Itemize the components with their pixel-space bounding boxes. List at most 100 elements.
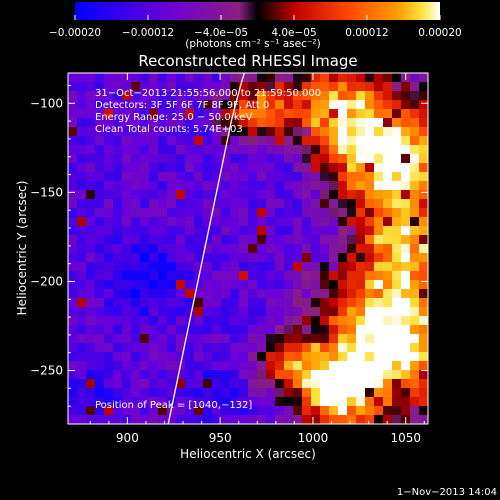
heatmap-cell <box>347 316 357 326</box>
heatmap-cell <box>275 289 285 299</box>
heatmap-cell <box>257 208 267 218</box>
heatmap-cell <box>338 343 348 353</box>
heatmap-cell <box>230 145 240 155</box>
heatmap-cell <box>365 253 375 263</box>
heatmap-cell <box>401 145 411 155</box>
heatmap-cell <box>149 388 159 398</box>
heatmap-cell <box>284 334 294 344</box>
heatmap-cell <box>122 199 132 209</box>
heatmap-cell <box>329 298 339 308</box>
heatmap-cell <box>284 181 294 191</box>
heatmap-cell <box>275 280 285 290</box>
heatmap-cell <box>374 208 384 218</box>
heatmap-cell <box>185 415 195 424</box>
heatmap-cell <box>230 298 240 308</box>
heatmap-cell <box>77 388 87 398</box>
heatmap-cell <box>77 397 87 407</box>
heatmap-cell <box>140 271 150 281</box>
heatmap-cell <box>302 280 312 290</box>
heatmap-cell <box>86 253 96 263</box>
heatmap-cell <box>167 172 177 182</box>
heatmap-cell <box>122 253 132 263</box>
heatmap-cell <box>176 73 186 83</box>
heatmap-cell <box>77 352 87 362</box>
heatmap-cell <box>257 307 267 317</box>
heatmap-cell <box>194 145 204 155</box>
heatmap-cell <box>158 379 168 389</box>
heatmap-cell <box>356 415 366 424</box>
heatmap-cell <box>275 109 285 119</box>
heatmap-cell <box>95 325 105 335</box>
heatmap-cell <box>419 172 428 182</box>
heatmap-cell <box>113 334 123 344</box>
heatmap-cell <box>329 199 339 209</box>
heatmap-cell <box>392 244 402 254</box>
heatmap-cell <box>95 190 105 200</box>
heatmap-cell <box>275 154 285 164</box>
heatmap-cell <box>266 118 276 128</box>
heatmap-cell <box>95 199 105 209</box>
heatmap-cell <box>374 136 384 146</box>
heatmap-cell <box>347 262 357 272</box>
heatmap-cell <box>158 82 168 92</box>
heatmap-cell <box>248 298 258 308</box>
heatmap-cell <box>374 289 384 299</box>
heatmap-cell <box>266 82 276 92</box>
heatmap-cell <box>68 307 78 317</box>
heatmap-cell <box>401 199 411 209</box>
heatmap-cell <box>338 172 348 182</box>
heatmap-cell <box>149 379 159 389</box>
heatmap-cell <box>131 73 141 83</box>
heatmap-cell <box>113 127 123 137</box>
heatmap-cell <box>374 100 384 110</box>
heatmap-cell <box>320 154 330 164</box>
heatmap-cell <box>347 307 357 317</box>
x-axis-tick-label: 950 <box>209 431 232 445</box>
heatmap-cell <box>293 352 303 362</box>
heatmap-cell <box>230 334 240 344</box>
heatmap-cell <box>329 370 339 380</box>
heatmap-cell <box>167 334 177 344</box>
heatmap-cell <box>320 280 330 290</box>
heatmap-cell <box>221 190 231 200</box>
heatmap-cell <box>356 217 366 227</box>
heatmap-cell <box>212 415 222 424</box>
heatmap-cell <box>320 343 330 353</box>
heatmap-cell <box>230 82 240 92</box>
heatmap-cell <box>239 226 249 236</box>
heatmap-cell <box>239 262 249 272</box>
heatmap-cell <box>419 271 428 281</box>
heatmap-cell <box>347 154 357 164</box>
plot-frame <box>67 72 429 425</box>
colorbar: −0.00020 −0.00012 −4.0e−05 4.0e−05 0.00012 0.… <box>49 2 462 50</box>
heatmap-cell <box>212 127 222 137</box>
heatmap-cell <box>113 262 123 272</box>
heatmap-cell <box>113 163 123 173</box>
heatmap-cell <box>212 244 222 254</box>
heatmap-cell <box>365 217 375 227</box>
heatmap-cell <box>383 370 393 380</box>
heatmap-cell <box>239 208 249 218</box>
heatmap-cell <box>374 199 384 209</box>
heatmap-cell <box>257 271 267 281</box>
heatmap-cell <box>86 289 96 299</box>
heatmap-cell <box>194 163 204 173</box>
heatmap-cell <box>176 325 186 335</box>
heatmap-cell <box>230 280 240 290</box>
heatmap-cell <box>419 145 428 155</box>
heatmap-cell <box>392 370 402 380</box>
heatmap-cell <box>383 388 393 398</box>
heatmap-cell <box>212 307 222 317</box>
heatmap-cell <box>257 100 267 110</box>
heatmap-cell <box>185 406 195 416</box>
heatmap-cell <box>374 397 384 407</box>
heatmap-cell <box>68 316 78 326</box>
heatmap-cell <box>176 235 186 245</box>
heatmap-cell <box>392 199 402 209</box>
heatmap-cell <box>95 73 105 83</box>
heatmap-cell <box>131 217 141 227</box>
heatmap-cell <box>410 109 420 119</box>
heatmap-cell <box>158 253 168 263</box>
heatmap-cell <box>122 370 132 380</box>
heatmap-cell <box>212 136 222 146</box>
